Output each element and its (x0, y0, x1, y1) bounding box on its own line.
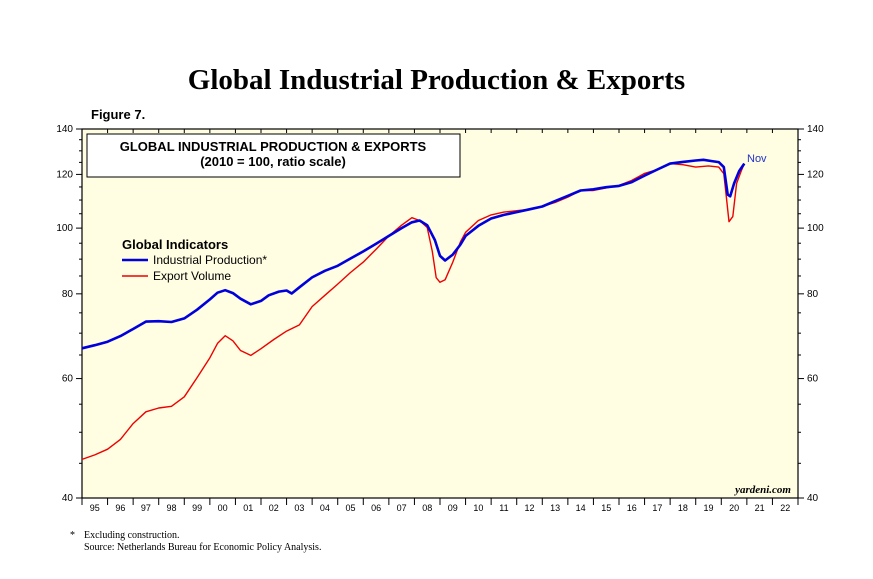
chart-title-line1: GLOBAL INDUSTRIAL PRODUCTION & EXPORTS (120, 139, 427, 154)
x-tick-label: 02 (269, 503, 279, 513)
chart-title-box (86, 133, 461, 178)
x-tick-label: 97 (141, 503, 151, 513)
x-tick-label: 17 (652, 503, 662, 513)
y-tick-label-left: 40 (62, 493, 74, 504)
x-tick-label: 09 (448, 503, 458, 513)
left-axis-ticks (76, 128, 82, 499)
footnote-source: Source: Netherlands Bureau for Economic … (84, 542, 322, 553)
y-tick-label-left: 60 (62, 374, 74, 385)
footnote-star: * (70, 530, 75, 541)
x-tick-label: 15 (601, 503, 611, 513)
x-tick-label: 21 (755, 503, 765, 513)
chart-title-line2: (2010 = 100, ratio scale) (200, 154, 346, 169)
x-axis-labels: 95 96 97 98 99 00 01 02 03 04 05 06 07 08 09 10 11 12 13 14… (90, 503, 790, 513)
x-tick-label: 95 (90, 503, 100, 513)
legend-label-industrial-production: Industrial Production* (153, 253, 267, 267)
bottom-axis-ticks (81, 129, 799, 505)
x-tick-label: 10 (473, 503, 483, 513)
x-tick-label: 03 (294, 503, 304, 513)
y-tick-label-right: 40 (807, 493, 819, 504)
x-tick-label: 96 (115, 503, 125, 513)
y-tick-label-left: 120 (56, 169, 73, 180)
x-tick-label: 20 (729, 503, 739, 513)
x-tick-label: 98 (166, 503, 176, 513)
right-axis-labels: 40 60 80 100 120 140 (807, 124, 824, 504)
page-title: Global Industrial Production & Exports (187, 64, 686, 96)
x-tick-label: 18 (678, 503, 688, 513)
x-tick-label: 12 (524, 503, 534, 513)
plot-area (81, 128, 799, 499)
figure-label: Figure 7. (91, 107, 146, 122)
x-tick-label: 22 (780, 503, 790, 513)
legend-label-export-volume: Export Volume (153, 269, 231, 283)
end-label-nov: Nov (747, 153, 767, 165)
y-tick-label-right: 120 (807, 169, 824, 180)
y-tick-label-right: 140 (807, 124, 824, 135)
x-tick-label: 06 (371, 503, 381, 513)
x-tick-label: 08 (422, 503, 432, 513)
x-tick-label: 14 (576, 503, 586, 513)
x-tick-label: 01 (243, 503, 253, 513)
x-tick-label: 19 (703, 503, 713, 513)
x-tick-label: 07 (397, 503, 407, 513)
y-tick-label-right: 100 (807, 223, 824, 234)
y-tick-label-left: 140 (56, 124, 73, 135)
x-tick-label: 04 (320, 503, 330, 513)
right-axis-ticks (798, 128, 804, 499)
watermark: yardeni.com (733, 484, 791, 496)
footnotes: * Excluding construction. Source: Netherl… (70, 530, 321, 554)
y-tick-label-right: 60 (807, 374, 819, 385)
x-tick-label: 05 (345, 503, 355, 513)
y-tick-label-left: 100 (56, 223, 73, 234)
x-tick-label: 16 (627, 503, 637, 513)
y-tick-label-left: 80 (62, 289, 74, 300)
x-tick-label: 00 (218, 503, 228, 513)
legend-title: Global Indicators (122, 237, 228, 252)
series-line-industrial-production (81, 158, 746, 350)
y-tick-label-right: 80 (807, 289, 819, 300)
left-axis-labels: 40 60 80 100 120 140 (56, 124, 73, 504)
footnote-note: Excluding construction. (84, 530, 180, 541)
x-tick-label: 13 (550, 503, 560, 513)
x-tick-label: 11 (499, 503, 508, 513)
x-tick-label: 99 (192, 503, 202, 513)
